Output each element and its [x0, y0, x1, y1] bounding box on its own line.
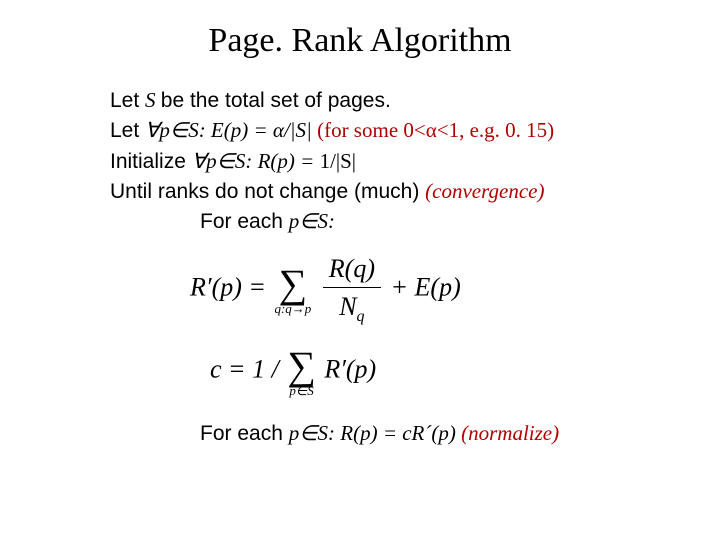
formula: p∈S:: [289, 209, 335, 233]
eq-term: R′(p): [324, 354, 376, 383]
text: For each: [200, 422, 289, 445]
equation-c: c = 1 / ∑ p∈S R′(p): [210, 346, 650, 397]
formula: p∈S: R(p) = cR´(p): [289, 421, 461, 445]
eq-plus-e: + E(p): [390, 272, 460, 301]
text: Let: [110, 119, 145, 142]
line-let-e: Let ∀p∈S: E(p) = α/|S| (for some 0<α<1, …: [110, 116, 650, 145]
fraction: R(q) Nq: [323, 251, 381, 328]
frac-den: Nq: [323, 288, 381, 328]
note-convergence: (convergence): [425, 179, 544, 203]
slide-body: Let S be the total set of pages. Let ∀p∈…: [110, 86, 650, 448]
text: Let: [110, 89, 145, 112]
formula: ∀p∈S: R(p) =: [192, 149, 320, 173]
formula: ∀p∈S: E(p) = α/|S|: [145, 118, 317, 142]
var-s: S: [145, 88, 161, 112]
slide-title: Page. Rank Algorithm: [40, 22, 680, 60]
line-until: Until ranks do not change (much) (conver…: [110, 177, 650, 206]
sum-subscript: q:q→p: [274, 302, 311, 315]
line-init: Initialize ∀p∈S: R(p) = 1/|S|: [110, 147, 650, 176]
line-let-s: Let S be the total set of pages.: [110, 86, 650, 115]
line-for-each-1: For each p∈S:: [200, 207, 650, 236]
text: be the total set of pages.: [161, 89, 391, 112]
note-normalize: (normalize): [461, 421, 559, 445]
formula: 1/|S|: [320, 149, 356, 173]
sigma-icon: ∑ q:q→p: [274, 264, 311, 315]
sum-subscript: p∈S: [287, 384, 316, 397]
frac-num: R(q): [323, 251, 381, 288]
eq-lhs: c = 1 /: [210, 354, 285, 383]
note-alpha: (for some 0<α<1, e.g. 0. 15): [317, 118, 554, 142]
slide: Page. Rank Algorithm Let S be the total …: [0, 0, 720, 540]
line-for-each-2: For each p∈S: R(p) = cR´(p) (normalize): [200, 419, 650, 448]
sigma-icon: ∑ p∈S: [287, 346, 316, 397]
eq-lhs: R′(p) =: [190, 272, 266, 301]
equation-rprime: R′(p) = ∑ q:q→p R(q) Nq + E(p) c = 1 / ∑…: [190, 251, 650, 397]
text: Initialize: [110, 150, 192, 173]
text: Until ranks do not change (much): [110, 180, 425, 203]
text: For each: [200, 210, 289, 233]
